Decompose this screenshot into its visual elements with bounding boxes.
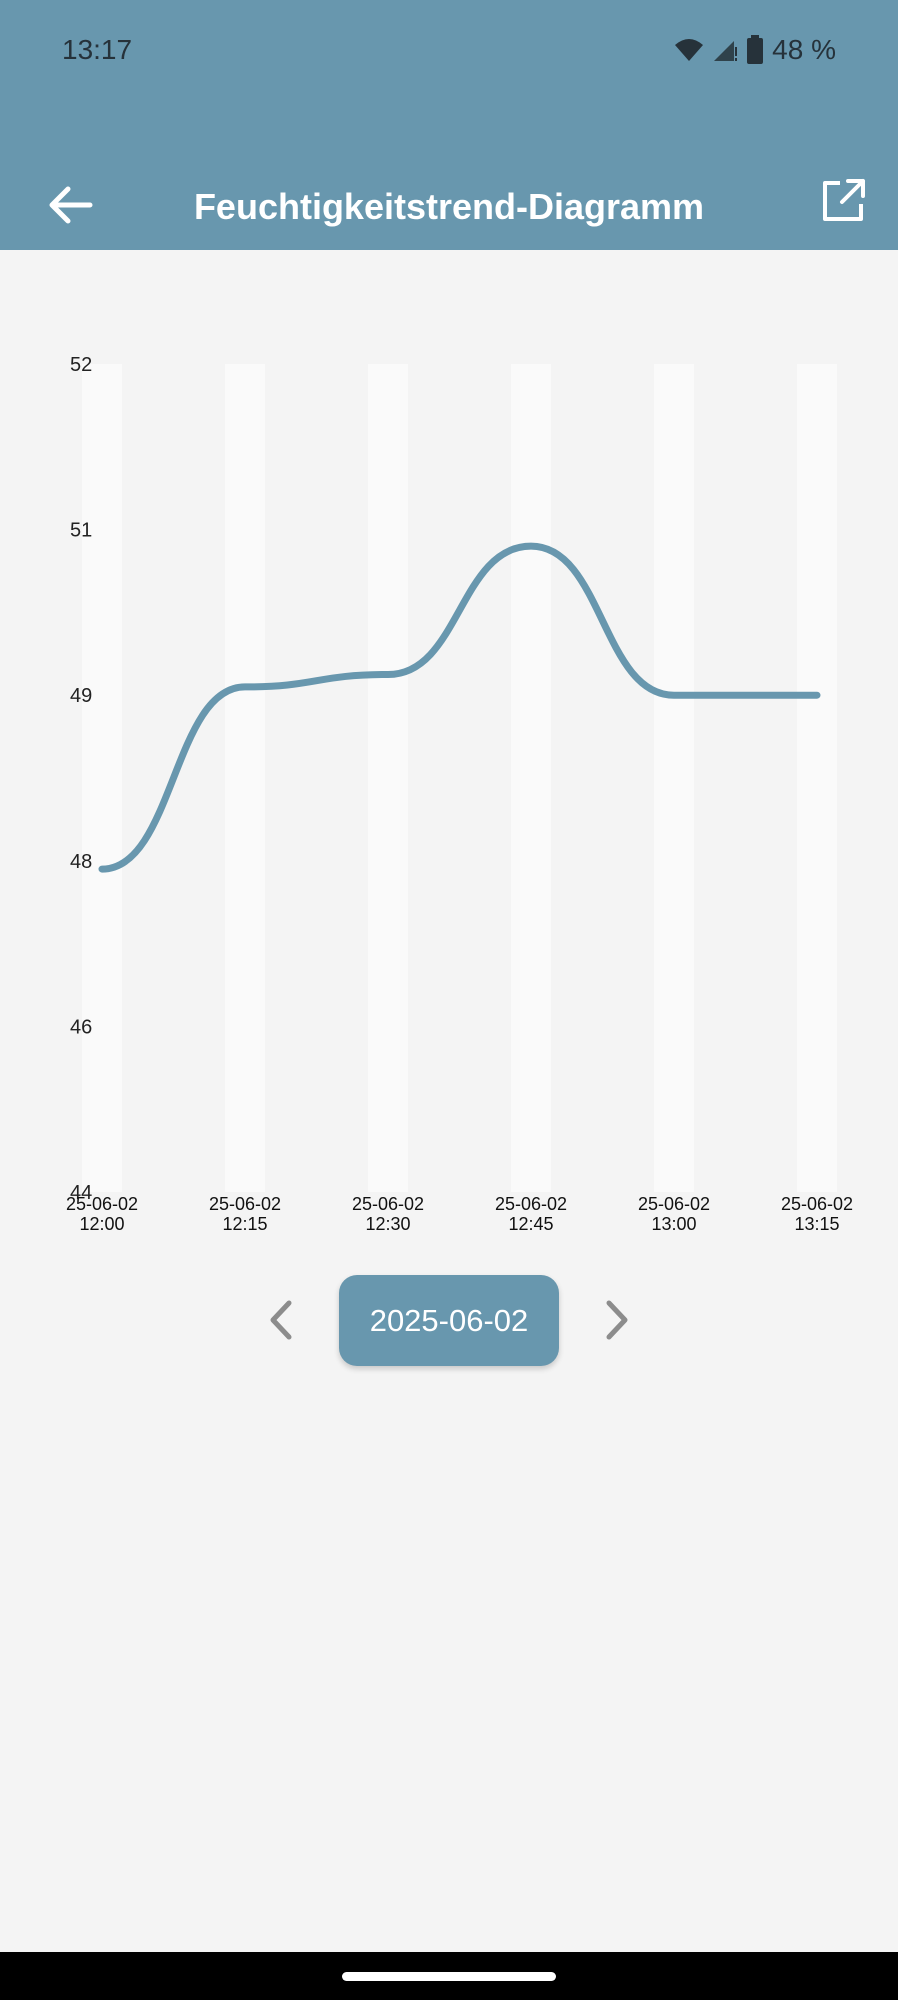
humidity-series-line: [98, 542, 821, 873]
column-band: [797, 364, 837, 1192]
y-tick-label: 46: [70, 1016, 92, 1038]
column-band: [82, 364, 122, 1192]
status-icons: 48 %: [674, 34, 836, 66]
battery-percent: 48 %: [772, 34, 836, 65]
x-tick-label: 25-06-02 13:15: [781, 1194, 853, 1234]
date-navigation: 2025-06-02: [0, 1275, 898, 1367]
column-band: [368, 364, 408, 1192]
wifi-icon: [675, 39, 704, 61]
column-band: [225, 364, 265, 1192]
chevron-left-icon[interactable]: [262, 1295, 298, 1345]
external-link-icon[interactable]: [820, 176, 868, 224]
y-tick-label: 44: [70, 1182, 92, 1204]
y-tick-label: 48: [70, 851, 92, 873]
chevron-right-icon[interactable]: [600, 1295, 636, 1345]
y-tick-label: 52: [70, 354, 92, 376]
signal-icon: [714, 41, 738, 61]
home-indicator[interactable]: [342, 1972, 556, 1981]
date-selector-button[interactable]: 2025-06-02: [339, 1275, 559, 1366]
x-tick-label: 25-06-02 12:45: [495, 1194, 567, 1234]
x-tick-label: 25-06-02 13:00: [638, 1194, 710, 1234]
x-tick-label: 25-06-02 12:30: [352, 1194, 424, 1234]
status-time: 13:17: [62, 34, 133, 65]
y-tick-label: 51: [70, 520, 92, 542]
battery-icon: [747, 35, 764, 64]
column-band: [654, 364, 694, 1192]
column-band: [511, 364, 551, 1192]
page-title: Feuchtigkeitstrend-Diagramm: [193, 186, 705, 227]
x-tick-label: 25-06-02 12:00: [66, 1194, 138, 1234]
y-tick-label: 49: [70, 685, 92, 707]
app-header: 13:17 48 % Feuchtigkeitstrend-Diagramm: [0, 0, 898, 250]
back-arrow-icon[interactable]: [44, 178, 98, 232]
humidity-chart: 52 51 49 48 46 44 25-06-02 12:00 25-06-02 12:15 25…: [0, 300, 898, 1260]
x-tick-label: 25-06-02 12:15: [209, 1194, 281, 1234]
